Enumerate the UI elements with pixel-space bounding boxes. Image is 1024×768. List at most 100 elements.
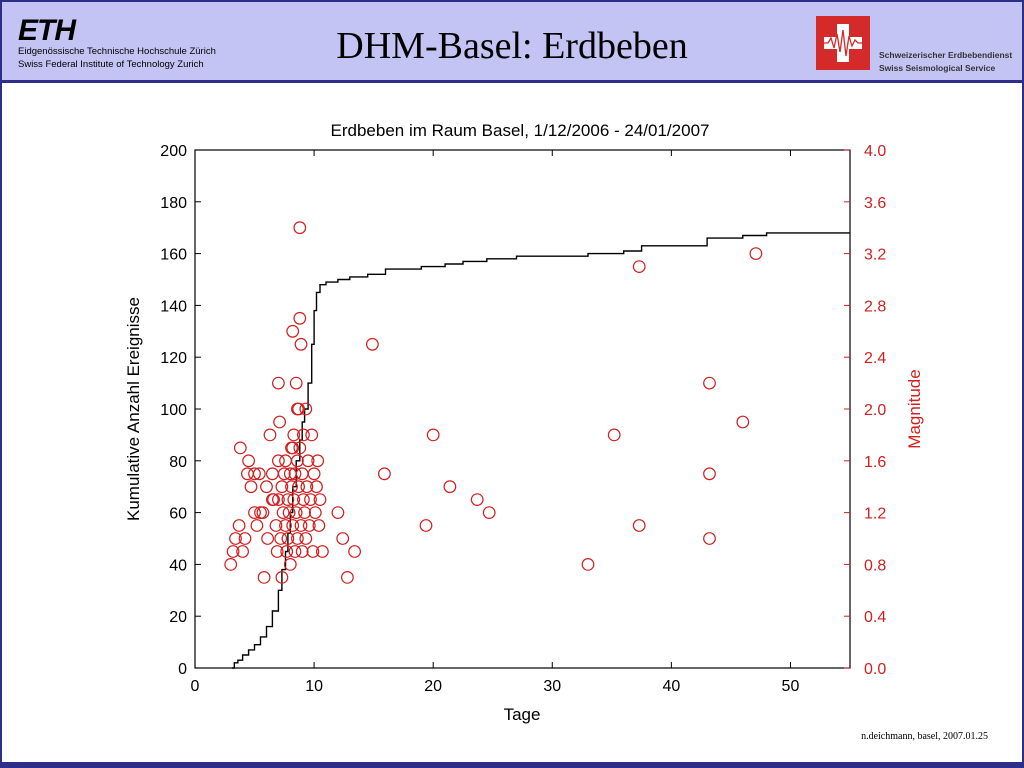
y-tick-label: 20 xyxy=(169,609,187,626)
magnitude-point xyxy=(288,545,302,558)
magnitude-point xyxy=(252,467,266,481)
magnitude-point xyxy=(348,545,362,558)
magnitude-point xyxy=(260,480,273,494)
magnitude-point xyxy=(291,454,304,468)
data-marks xyxy=(224,221,850,669)
magnitude-point xyxy=(310,480,323,494)
sed-name-english: Swiss Seismological Service xyxy=(879,63,996,73)
magnitude-point xyxy=(294,337,308,351)
magnitude-point xyxy=(312,519,326,532)
magnitude-point xyxy=(282,506,296,519)
magnitude-point xyxy=(482,506,496,519)
magnitude-point xyxy=(226,545,240,558)
magnitude-point xyxy=(281,532,295,545)
magnitude-point xyxy=(299,402,313,416)
magnitude-point xyxy=(291,532,304,545)
x-tick-label: 40 xyxy=(662,678,680,695)
y-tick-label: 60 xyxy=(169,506,187,523)
magnitude-point xyxy=(302,519,316,532)
y-tick-label: 120 xyxy=(160,350,187,367)
magnitude-point xyxy=(426,428,440,442)
magnitude-point xyxy=(341,571,354,584)
magnitude-point xyxy=(275,480,289,494)
magnitude-point xyxy=(280,545,294,558)
magnitude-point xyxy=(703,532,716,545)
magnitude-point xyxy=(443,480,457,494)
magnitude-point xyxy=(304,493,317,507)
magnitude-point xyxy=(308,506,322,519)
magnitude-point xyxy=(607,428,621,442)
magnitude-point xyxy=(736,415,750,429)
magnitude-point xyxy=(224,558,238,571)
eth-name-german: Eidgenössische Technische Hochschule Zür… xyxy=(18,46,216,57)
sed-name-german: Schweizerischer Erdbebendienst xyxy=(879,50,1013,60)
magnitude-point xyxy=(238,532,252,545)
magnitude-point xyxy=(272,454,285,468)
y2-tick-label: 0.8 xyxy=(864,557,886,574)
magnitude-point xyxy=(703,376,716,390)
magnitude-point xyxy=(261,532,275,545)
y2-tick-label: 2.4 xyxy=(864,350,886,367)
magnitude-point xyxy=(233,441,247,455)
magnitude-point xyxy=(419,519,433,532)
magnitude-point xyxy=(378,467,391,481)
x-axis-label: Tage xyxy=(504,705,541,724)
magnitude-point xyxy=(272,493,285,507)
magnitude-point xyxy=(581,558,595,571)
x-tick-label: 0 xyxy=(191,678,200,695)
magnitude-point xyxy=(305,428,319,442)
magnitude-point xyxy=(295,467,309,481)
magnitude-point xyxy=(269,519,283,532)
y-tick-label: 100 xyxy=(160,402,187,419)
magnitude-point xyxy=(266,467,279,481)
y2-axis-label: Magnitude xyxy=(905,369,924,448)
magnitude-point xyxy=(298,506,312,519)
magnitude-point xyxy=(263,428,277,442)
magnitude-point xyxy=(270,545,284,558)
y-tick-label: 80 xyxy=(169,454,187,471)
y-axis-label: Kumulative Anzahl Ereignisse xyxy=(124,297,143,521)
x-tick-label: 20 xyxy=(424,678,442,695)
magnitude-point xyxy=(632,519,646,532)
magnitude-point xyxy=(240,467,254,481)
magnitude-point xyxy=(236,545,250,558)
y2-tick-label: 1.6 xyxy=(864,454,886,471)
magnitude-point xyxy=(266,493,279,507)
y-tick-label: 160 xyxy=(160,247,187,264)
magnitude-point xyxy=(285,480,298,494)
magnitude-point xyxy=(306,545,320,558)
magnitude-point xyxy=(297,428,310,442)
magnitude-point xyxy=(294,519,308,532)
magnitude-point xyxy=(242,454,256,468)
magnitude-point xyxy=(301,454,315,468)
y2-tick-label: 2.0 xyxy=(864,402,886,419)
magnitude-point xyxy=(286,324,300,338)
magnitude-point xyxy=(703,467,716,481)
magnitude-point xyxy=(276,506,290,519)
magnitude-point xyxy=(286,441,300,455)
magnitude-point xyxy=(749,247,763,261)
magnitude-point xyxy=(291,402,304,416)
y2-tick-label: 3.2 xyxy=(864,247,886,264)
magnitude-point xyxy=(281,493,295,507)
magnitude-point xyxy=(272,376,285,390)
x-tick-label: 30 xyxy=(543,678,561,695)
magnitude-point xyxy=(293,311,307,325)
magnitude-point xyxy=(257,571,271,584)
x-tick-label: 10 xyxy=(305,678,323,695)
magnitude-point xyxy=(316,545,329,558)
magnitude-point xyxy=(632,260,646,274)
y2-tick-label: 0.4 xyxy=(864,609,886,626)
y2-tick-label: 2.8 xyxy=(864,298,886,315)
cumulative-events-line xyxy=(231,232,850,669)
y-tick-label: 0 xyxy=(178,661,187,678)
magnitude-point xyxy=(248,506,261,519)
y-tick-label: 140 xyxy=(160,298,187,315)
magnitude-point xyxy=(311,454,325,468)
magnitude-point xyxy=(277,467,291,481)
y2-tick-label: 4.0 xyxy=(864,143,886,160)
y2-tick-label: 3.6 xyxy=(864,195,886,212)
axes: 0 10 20 30 40 50 0 20 40 60 80 100 120 140 160 180 200 0.… xyxy=(160,143,886,695)
magnitude-point xyxy=(286,519,300,532)
